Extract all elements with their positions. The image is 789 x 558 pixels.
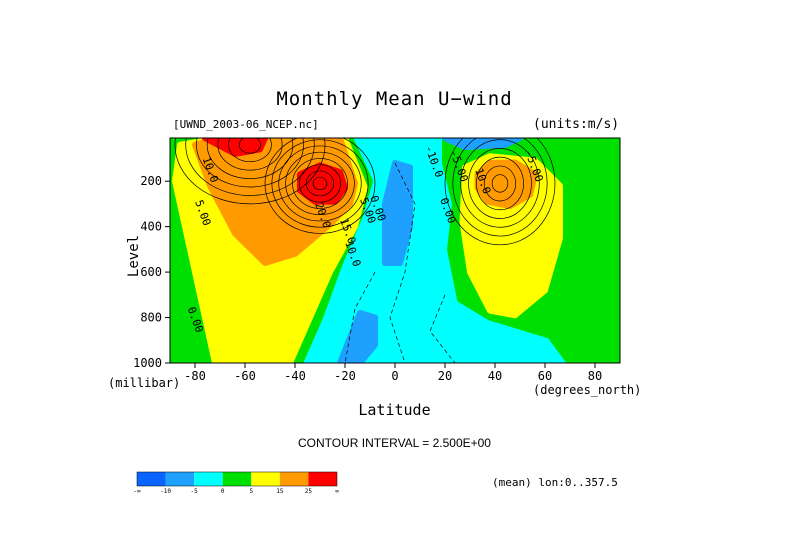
- contour-band-10: [337, 310, 378, 363]
- y-tick-label: 400: [140, 220, 162, 234]
- x-tick-label: -40: [284, 369, 306, 383]
- y-tick-label: 200: [140, 174, 162, 188]
- colorbar-label-7: ∞: [335, 488, 339, 495]
- contour-line-2-3: [217, 138, 283, 171]
- contour-line-1-7: [444, 138, 556, 246]
- x-tick-label: 60: [538, 369, 552, 383]
- y-axis-ticks: 200 400 600 800 1000: [133, 174, 170, 370]
- contour-line-2-7: [174, 138, 326, 205]
- dashed-contour-1: [344, 271, 376, 363]
- colorbar-swatch-0: [137, 472, 166, 486]
- y-tick-label: 800: [140, 311, 162, 325]
- dashed-contour-0: [389, 162, 416, 363]
- colorbar-swatch-6: [308, 472, 337, 486]
- x-axis-ticks: -80 -60 -40 -20 0 20 40 60 80: [184, 363, 602, 383]
- contour-line-1-3: [476, 156, 524, 211]
- x-tick-label: -20: [334, 369, 356, 383]
- y-axis-units: (millibar): [108, 376, 181, 390]
- contour-line-2-4: [206, 138, 294, 179]
- dataset-label: [UWND_2003-06_NCEP.nc]: [173, 118, 319, 131]
- y-tick-label: 600: [140, 265, 162, 279]
- contour-line-0-1: [312, 176, 328, 191]
- contour-line-0-2: [305, 170, 335, 197]
- chart-title: Monthly Mean U−wind: [276, 88, 513, 110]
- x-tick-label: 80: [588, 369, 602, 383]
- contour-line-1-5: [460, 139, 540, 228]
- contour-line-2-1: [238, 138, 262, 154]
- contour-line-0-5: [285, 151, 355, 216]
- contour-line-1-6: [452, 138, 548, 237]
- colorbar-label-4: 5: [249, 488, 253, 495]
- units-label: (units:m/s): [533, 117, 620, 132]
- contour-line-1-1: [491, 174, 509, 193]
- colorbar-swatch-5: [279, 472, 309, 486]
- contour-line-0-8: [264, 138, 376, 234]
- colorbar-frame: [136, 471, 338, 487]
- region-text: (mean) lon:0..357.5: [492, 476, 618, 489]
- colorbar-label-1: -10: [160, 488, 171, 495]
- contour-fill-layer: [170, 138, 620, 363]
- contour-band-11: [442, 138, 523, 151]
- colorbar-swatch-4: [251, 472, 280, 486]
- colorbar-label-5: 15: [276, 488, 284, 495]
- contour-line-2-5: [196, 138, 304, 188]
- contour-line-2-2: [228, 138, 272, 163]
- contour-line-0-3: [299, 164, 341, 203]
- contour-line-0-4: [292, 158, 348, 209]
- colorbar-label-6: 25: [305, 488, 313, 495]
- x-tick-label: 40: [488, 369, 502, 383]
- x-axis-label: Latitude: [358, 401, 431, 419]
- contour-band-12: [597, 344, 620, 363]
- x-tick-label: 20: [438, 369, 452, 383]
- contour-line-1-4: [468, 148, 532, 219]
- colorbar-label-3: 0: [221, 488, 225, 495]
- contour-line-1-2: [483, 165, 517, 202]
- contour-band-9: [382, 160, 413, 266]
- contour-line-2-6: [185, 138, 315, 196]
- dashed-contour-2: [429, 294, 456, 363]
- x-tick-label: 0: [391, 369, 398, 383]
- contour-interval-text: CONTOUR INTERVAL = 2.500E+00: [298, 436, 491, 450]
- contour-band-8: [297, 162, 348, 205]
- y-tick-label: 1000: [133, 356, 162, 370]
- colorbar-label-0: -∞: [133, 488, 141, 495]
- contour-band-7: [202, 138, 268, 157]
- colorbar-label-2: -5: [191, 488, 199, 495]
- colorbar-swatch-2: [194, 472, 223, 486]
- contour-line-0-6: [278, 145, 362, 222]
- x-tick-label: -80: [184, 369, 206, 383]
- colorbar-swatch-3: [222, 472, 252, 486]
- colorbar-swatch-1: [165, 472, 195, 486]
- contour-line-layer: [174, 138, 556, 363]
- x-tick-label: -60: [234, 369, 256, 383]
- colorbar: -∞ -10 -5 0 5 15 25 ∞: [133, 471, 339, 495]
- x-axis-units: (degrees_north): [533, 383, 642, 397]
